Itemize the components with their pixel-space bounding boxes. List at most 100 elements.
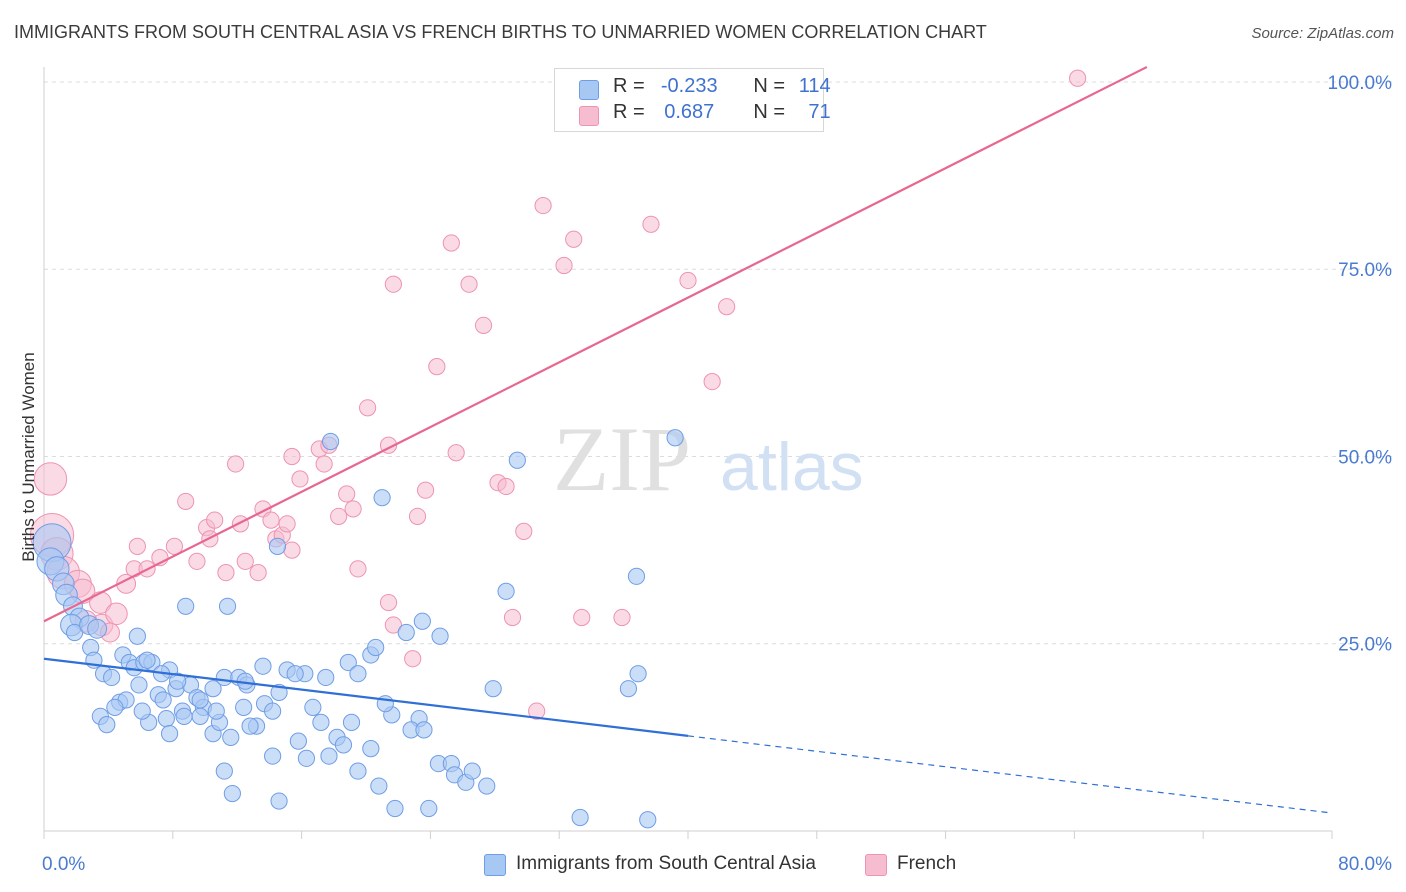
data-point-immigrants [484,680,502,698]
data-point-french [642,215,660,233]
trendline-immigrants [43,657,689,737]
y-tick-label: 75.0% [1338,260,1392,281]
data-point-immigrants [130,676,148,694]
data-point-french [359,399,377,417]
zipatlas-watermark: ZIP atlas [553,408,864,510]
data-point-french [249,563,267,582]
legend-r-value: 0.687 [664,101,715,123]
data-point-immigrants [627,567,646,585]
data-point-immigrants [222,728,240,746]
legend-n-label: N = [753,75,791,97]
data-point-french [283,447,301,466]
data-point-immigrants [177,597,195,615]
data-point-immigrants [235,698,253,717]
data-point-immigrants [87,618,108,639]
data-point-immigrants [207,702,225,720]
data-point-immigrants [270,792,288,810]
data-point-immigrants [191,707,209,726]
legend-label: Immigrants from South Central Asia [516,853,816,874]
data-point-immigrants [268,537,287,555]
chart-title: IMMIGRANTS FROM SOUTH CENTRAL ASIA VS FR… [14,22,987,42]
data-point-immigrants [373,489,391,507]
data-point-french [283,541,301,559]
data-point-french [105,602,128,626]
data-point-immigrants [175,707,193,726]
data-point-french [404,650,422,668]
data-point-french [613,608,631,627]
legend-swatch-pink [865,854,887,876]
data-point-immigrants [191,691,209,709]
data-point-immigrants [297,749,316,767]
data-point-french [231,515,250,533]
data-point-immigrants [370,777,388,795]
legend-swatch-pink [579,106,599,126]
data-point-immigrants [254,657,272,675]
data-point-french [503,608,522,627]
legend-label: French [897,853,957,874]
data-point-french [384,616,402,634]
data-point-immigrants [215,762,233,780]
tick-labels: 25.0% 50.0% 75.0% 100.0% 0.0% 80.0% [42,73,1392,875]
data-point-immigrants [497,582,515,600]
data-point-immigrants [420,799,438,818]
data-point-immigrants [304,698,322,717]
data-point-french [262,511,280,529]
series-french-points [29,69,1087,720]
data-point-immigrants [103,668,121,687]
legend-swatch-blue [484,854,506,876]
legend-r-value: -0.233 [660,75,718,97]
data-point-immigrants [397,623,415,642]
source-credit: Source: ZipAtlas.com [1251,25,1394,42]
data-point-french [236,552,254,570]
data-point-immigrants [367,638,385,657]
axes [43,67,1333,839]
data-point-immigrants [320,747,338,765]
data-point-french [165,537,184,555]
data-point-immigrants [154,691,172,709]
data-point-immigrants [413,612,431,630]
data-point-french [338,485,356,503]
data-point-immigrants [312,713,330,731]
data-point-immigrants [264,747,282,765]
data-point-french [33,462,68,496]
data-point-immigrants [264,702,282,720]
data-point-immigrants [339,653,357,672]
legend-n-label: N = [753,101,791,123]
correlation-legend: R = -0.233 N = 114 R = 0.687 N = 71 [554,68,831,132]
data-point-french [460,275,478,293]
data-point-french [226,455,245,473]
y-tick-label: 25.0% [1338,635,1392,656]
data-point-immigrants [362,740,380,758]
data-point-french [217,563,235,582]
watermark-atlas: atlas [720,429,864,505]
data-point-immigrants [160,725,179,743]
legend-swatch-blue [579,80,599,100]
data-point-french [565,230,583,248]
y-tick-label: 100.0% [1328,73,1393,94]
data-point-french [344,500,362,518]
legend-r-label: R = [613,101,651,123]
trendlines [43,66,1333,814]
data-point-immigrants [317,668,335,687]
data-point-french [330,507,348,526]
data-point-french [416,481,435,499]
data-point-french [534,196,552,215]
data-point-french [315,455,333,473]
legend-n-value: 71 [808,101,831,123]
data-point-immigrants [215,668,233,687]
data-point-immigrants [571,808,589,827]
data-point-french [291,470,309,488]
data-point-immigrants [334,736,353,754]
data-point-immigrants [508,451,526,469]
data-point-french [384,275,402,293]
data-point-immigrants [386,799,404,818]
data-point-french [428,358,446,376]
gridlines [44,81,1392,645]
data-point-french [447,444,465,462]
data-point-french [408,507,427,526]
data-point-immigrants [286,665,304,683]
x-tick-label: 80.0% [1338,854,1392,875]
data-point-immigrants [463,762,481,780]
data-point-immigrants [478,777,496,795]
